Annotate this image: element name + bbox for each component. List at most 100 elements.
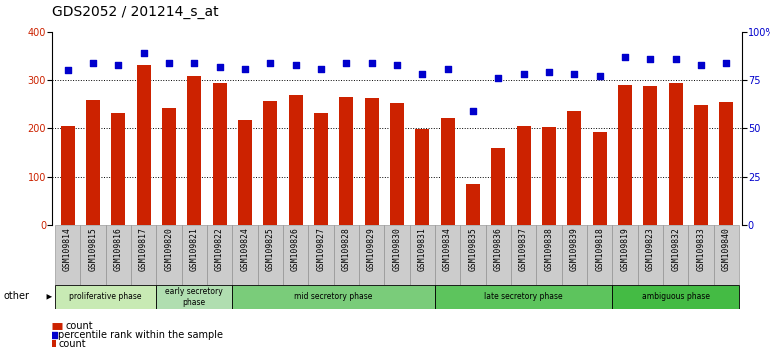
Text: GSM109824: GSM109824 — [240, 227, 249, 271]
FancyBboxPatch shape — [333, 225, 359, 285]
Point — [290, 62, 302, 68]
FancyBboxPatch shape — [105, 225, 131, 285]
Point — [239, 66, 251, 72]
Text: GSM109816: GSM109816 — [114, 227, 122, 271]
Text: percentile rank within the sample: percentile rank within the sample — [59, 330, 223, 339]
Text: GSM109834: GSM109834 — [443, 227, 452, 271]
FancyBboxPatch shape — [511, 225, 536, 285]
Text: GSM109835: GSM109835 — [468, 227, 477, 271]
Point — [720, 60, 732, 65]
Bar — [112, 113, 126, 225]
Point — [179, 192, 191, 198]
Text: GSM109838: GSM109838 — [544, 227, 554, 271]
Text: GSM109833: GSM109833 — [697, 227, 705, 271]
Bar — [136, 65, 151, 225]
Point — [594, 73, 606, 79]
Bar — [491, 148, 505, 225]
Point — [492, 75, 504, 81]
Point — [112, 62, 125, 68]
Point — [162, 60, 175, 65]
FancyBboxPatch shape — [587, 225, 612, 285]
Text: GSM109840: GSM109840 — [721, 227, 731, 271]
Text: GSM109825: GSM109825 — [266, 227, 275, 271]
Bar — [593, 132, 607, 225]
Text: GSM109836: GSM109836 — [494, 227, 503, 271]
Text: proliferative phase: proliferative phase — [69, 292, 142, 301]
Text: GSM109820: GSM109820 — [165, 227, 173, 271]
FancyBboxPatch shape — [55, 225, 80, 285]
Text: GSM109830: GSM109830 — [393, 227, 401, 271]
Bar — [440, 118, 454, 225]
Point — [467, 108, 479, 114]
Bar — [233, 285, 435, 309]
FancyBboxPatch shape — [283, 225, 308, 285]
Text: GSM109829: GSM109829 — [367, 227, 376, 271]
Bar — [719, 102, 733, 225]
Text: GSM109818: GSM109818 — [595, 227, 604, 271]
Bar — [435, 285, 612, 309]
Bar — [415, 129, 429, 225]
Bar — [618, 85, 632, 225]
Point — [517, 72, 530, 77]
Bar — [365, 98, 379, 225]
Bar — [517, 126, 531, 225]
Bar — [668, 82, 682, 225]
Point — [390, 62, 403, 68]
FancyBboxPatch shape — [688, 225, 714, 285]
FancyBboxPatch shape — [131, 225, 156, 285]
Bar — [466, 184, 480, 225]
Point — [62, 68, 74, 73]
FancyBboxPatch shape — [308, 225, 333, 285]
Text: GSM109814: GSM109814 — [63, 227, 72, 271]
Bar — [86, 100, 100, 225]
Text: early secretory
phase: early secretory phase — [166, 287, 223, 307]
FancyBboxPatch shape — [612, 225, 638, 285]
Bar — [55, 285, 156, 309]
Text: GSM109827: GSM109827 — [316, 227, 326, 271]
Point — [543, 69, 555, 75]
FancyBboxPatch shape — [410, 225, 435, 285]
Point — [213, 64, 226, 69]
Text: GSM109832: GSM109832 — [671, 227, 680, 271]
Text: count: count — [59, 339, 85, 349]
Text: GSM109815: GSM109815 — [89, 227, 97, 271]
Bar — [643, 86, 658, 225]
Text: GSM109837: GSM109837 — [519, 227, 528, 271]
Bar — [289, 95, 303, 225]
Text: GSM109819: GSM109819 — [621, 227, 629, 271]
FancyBboxPatch shape — [156, 225, 182, 285]
Point — [87, 60, 99, 65]
Point — [644, 56, 657, 62]
Text: GSM109826: GSM109826 — [291, 227, 300, 271]
Point — [695, 62, 707, 68]
Bar — [567, 112, 581, 225]
Text: GSM109823: GSM109823 — [646, 227, 654, 271]
FancyBboxPatch shape — [486, 225, 511, 285]
Bar — [52, 340, 56, 347]
FancyBboxPatch shape — [638, 225, 663, 285]
Point — [366, 60, 378, 65]
FancyBboxPatch shape — [561, 225, 587, 285]
FancyBboxPatch shape — [714, 225, 739, 285]
Bar — [238, 120, 252, 225]
Bar — [542, 127, 556, 225]
Point — [315, 66, 327, 72]
Text: ambiguous phase: ambiguous phase — [641, 292, 710, 301]
FancyBboxPatch shape — [384, 225, 410, 285]
Bar — [156, 285, 233, 309]
Bar — [314, 113, 328, 225]
Point — [441, 66, 454, 72]
FancyBboxPatch shape — [182, 225, 207, 285]
Text: GSM109831: GSM109831 — [418, 227, 427, 271]
Point — [137, 50, 149, 56]
Bar — [612, 285, 739, 309]
Text: GSM109821: GSM109821 — [189, 227, 199, 271]
Point — [416, 72, 428, 77]
Point — [669, 56, 681, 62]
Text: count: count — [65, 321, 93, 331]
FancyBboxPatch shape — [258, 225, 283, 285]
Text: mid secretory phase: mid secretory phase — [294, 292, 373, 301]
FancyBboxPatch shape — [80, 225, 105, 285]
FancyBboxPatch shape — [536, 225, 561, 285]
Bar — [162, 108, 176, 225]
